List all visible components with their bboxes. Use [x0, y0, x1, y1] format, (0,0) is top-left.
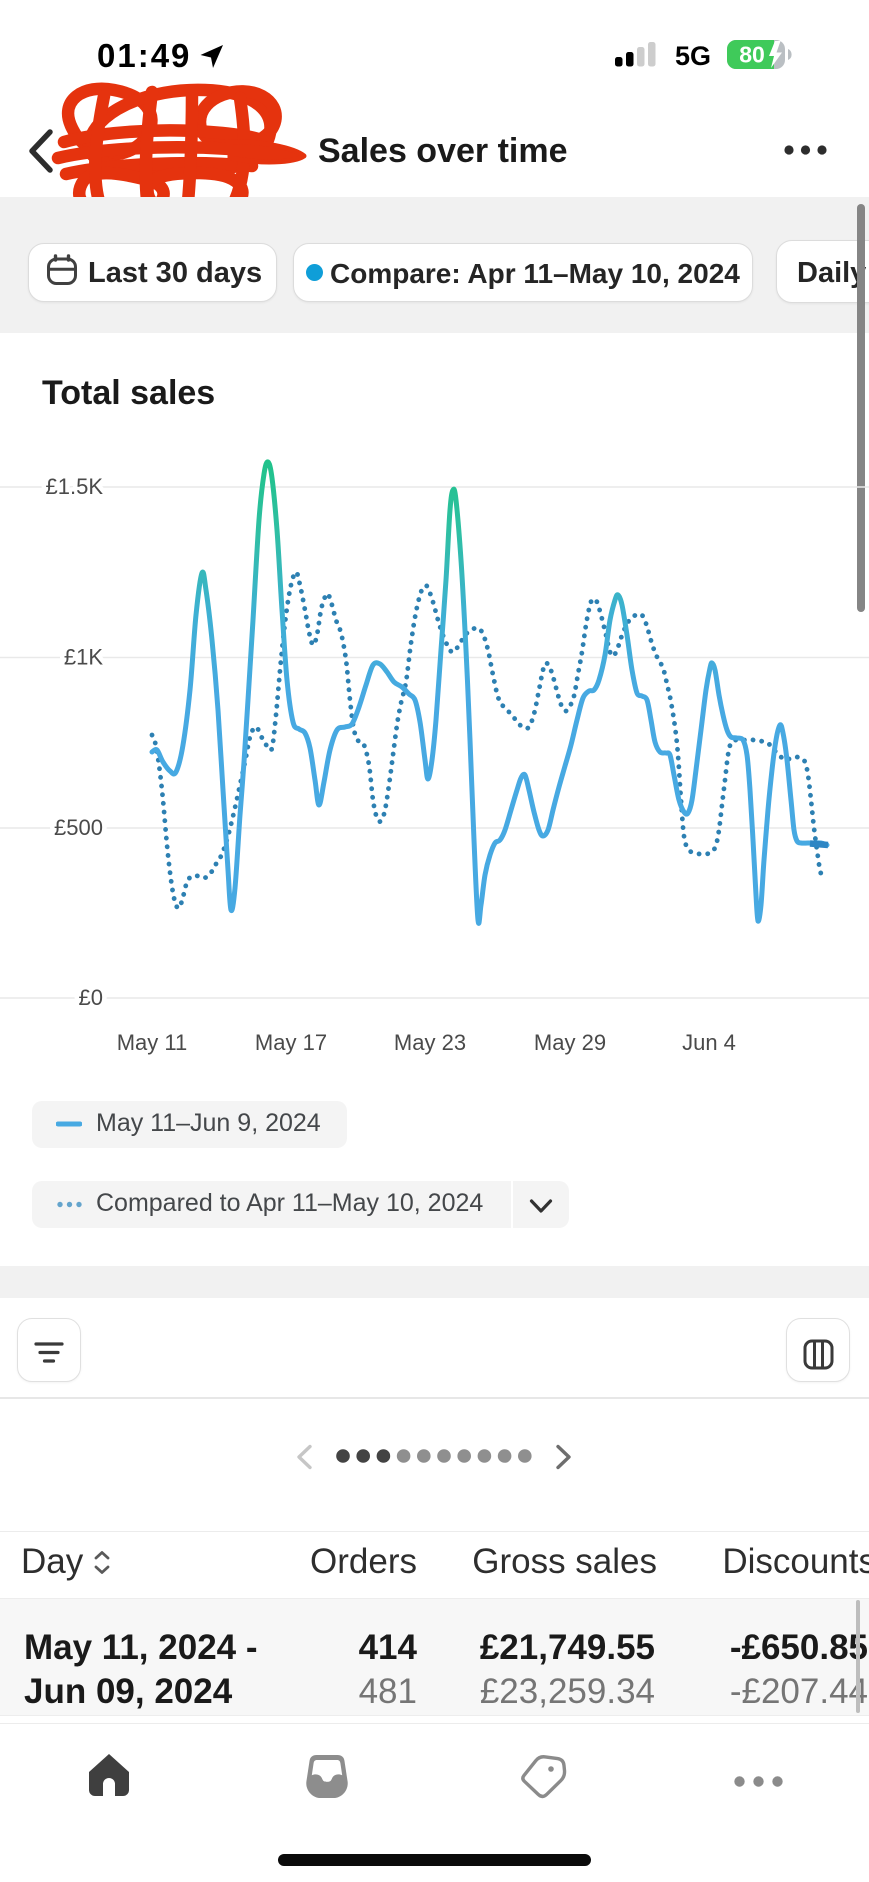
- svg-text:Jun 4: Jun 4: [682, 1030, 736, 1055]
- svg-text:£1K: £1K: [64, 645, 103, 670]
- svg-text:May 23: May 23: [394, 1030, 466, 1055]
- svg-text:£500: £500: [54, 815, 103, 840]
- svg-text:80: 80: [739, 42, 765, 68]
- svg-text:£1.5K: £1.5K: [46, 474, 104, 499]
- svg-text:May 29: May 29: [534, 1030, 606, 1055]
- svg-text:May 17: May 17: [255, 1030, 327, 1055]
- svg-text:May 11: May 11: [117, 1030, 188, 1055]
- svg-text:£0: £0: [79, 985, 103, 1010]
